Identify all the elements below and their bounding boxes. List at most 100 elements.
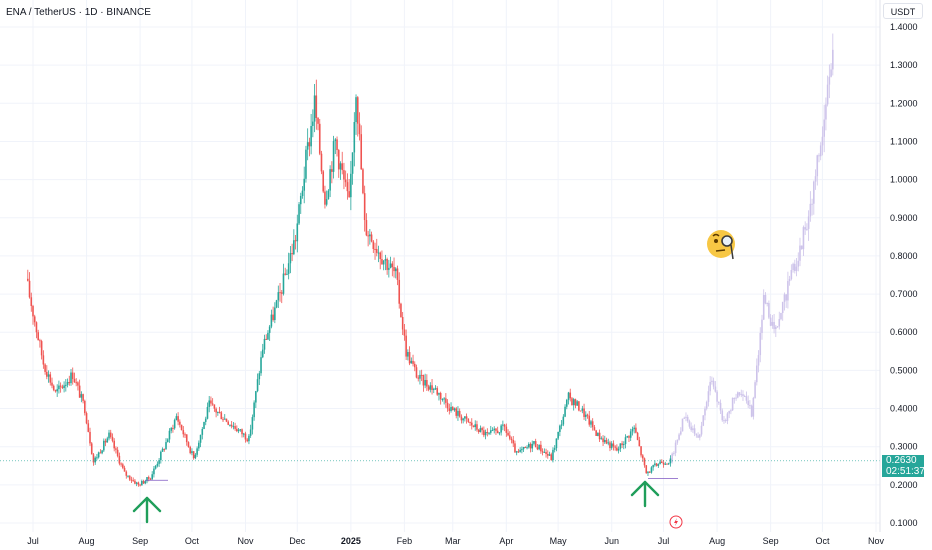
candle-body — [726, 413, 729, 422]
candle-body — [156, 463, 159, 466]
candle-body — [688, 421, 691, 427]
candle-body — [412, 360, 414, 364]
candle-body — [678, 434, 680, 440]
candle-body — [695, 433, 698, 436]
candle-body — [771, 321, 774, 326]
x-tick-label: May — [550, 536, 568, 546]
candle-body — [743, 396, 746, 398]
candle-body — [47, 374, 50, 377]
candle-body — [223, 418, 226, 420]
candle-body — [427, 386, 430, 390]
candle-body — [645, 465, 648, 474]
candle-body — [261, 349, 264, 358]
candle-body — [351, 152, 354, 174]
candle-body — [358, 123, 361, 135]
candle-body — [640, 446, 642, 456]
candle-body — [194, 454, 197, 459]
candle-body — [168, 430, 171, 440]
candle-body — [325, 199, 328, 205]
candle-body — [356, 97, 359, 124]
candle-body — [77, 382, 79, 386]
candle-body — [87, 423, 90, 432]
candle-body — [579, 410, 582, 412]
candle-body — [510, 438, 513, 441]
candle-body — [438, 393, 440, 395]
candle-body — [800, 245, 803, 250]
candle-body — [182, 430, 185, 435]
candle-body — [336, 139, 338, 151]
candle-body — [71, 372, 74, 379]
candle-body — [103, 440, 105, 451]
candle-body — [787, 281, 789, 301]
candle-body — [491, 430, 494, 432]
x-tick-label: Aug — [709, 536, 725, 546]
candle-body — [643, 458, 646, 466]
x-tick-label: Jul — [27, 536, 39, 546]
candle-body — [597, 432, 599, 436]
candle-body — [161, 448, 164, 452]
candle-body — [560, 424, 563, 426]
candle-body — [432, 388, 435, 390]
candle-body — [350, 173, 352, 198]
x-tick-label: Mar — [445, 536, 461, 546]
candle-body — [811, 203, 813, 205]
candle-body — [420, 374, 423, 376]
candle-body — [648, 471, 651, 473]
y-tick-label: 0.2000 — [890, 480, 918, 490]
candle-body — [234, 426, 236, 429]
candle-body — [192, 451, 195, 459]
candle-body — [576, 401, 578, 406]
candle-body — [146, 477, 148, 482]
candle-body — [346, 182, 349, 192]
candle-body — [242, 433, 245, 435]
candle-body — [101, 450, 103, 454]
candle-body — [149, 478, 152, 480]
candle-body — [206, 406, 209, 419]
time-axis[interactable]: Jul Aug Sep Oct Nov Dec 2025 Feb Mar Apr May Jun Jul… — [27, 536, 884, 546]
candle-body — [362, 169, 364, 194]
candle-body — [165, 442, 167, 450]
candle-body — [248, 435, 250, 442]
candle-body — [702, 415, 705, 426]
candle-body — [533, 441, 535, 444]
candle-body — [73, 378, 76, 383]
candle-body — [274, 307, 276, 321]
candle-body — [108, 432, 110, 439]
candle-body — [595, 430, 597, 436]
candle-body — [312, 121, 314, 126]
candle-body — [49, 374, 52, 383]
candle-body — [780, 312, 782, 320]
candle-body — [749, 405, 751, 407]
candle-body — [282, 273, 285, 294]
currency-button[interactable]: USDT — [883, 3, 923, 19]
candle-body — [218, 411, 221, 413]
candle-body — [821, 136, 824, 146]
candle-body — [54, 390, 57, 392]
candle-body — [289, 253, 292, 264]
current-price-label: 0.2630 — [882, 455, 924, 466]
candle-body — [550, 454, 553, 461]
candle-body — [540, 444, 542, 452]
candle-body — [322, 171, 325, 192]
y-tick-label: 0.8000 — [890, 251, 918, 261]
y-tick-label: 1.3000 — [890, 60, 918, 70]
candle-body — [498, 432, 501, 434]
candle-body — [97, 452, 100, 458]
candle-body — [514, 443, 516, 453]
candle-body — [160, 451, 162, 461]
candle-body — [624, 437, 627, 445]
candle-body — [607, 442, 610, 444]
candle-body — [46, 371, 48, 377]
candle-body — [500, 425, 502, 433]
candle-body — [315, 95, 318, 119]
candle-body — [99, 452, 102, 454]
candle-body — [236, 428, 238, 432]
candle-body — [662, 462, 665, 465]
candle-body — [764, 294, 767, 304]
flash-icon[interactable] — [669, 515, 683, 529]
y-tick-label: 1.1000 — [890, 136, 918, 146]
candle-body — [120, 463, 122, 465]
price-axis[interactable]: 1.4000 1.3000 1.2000 1.1000 1.0000 0.9000 0.80… — [879, 0, 918, 532]
symbol-title[interactable]: ENA / TetherUS · 1D · BINANCE — [6, 7, 151, 18]
